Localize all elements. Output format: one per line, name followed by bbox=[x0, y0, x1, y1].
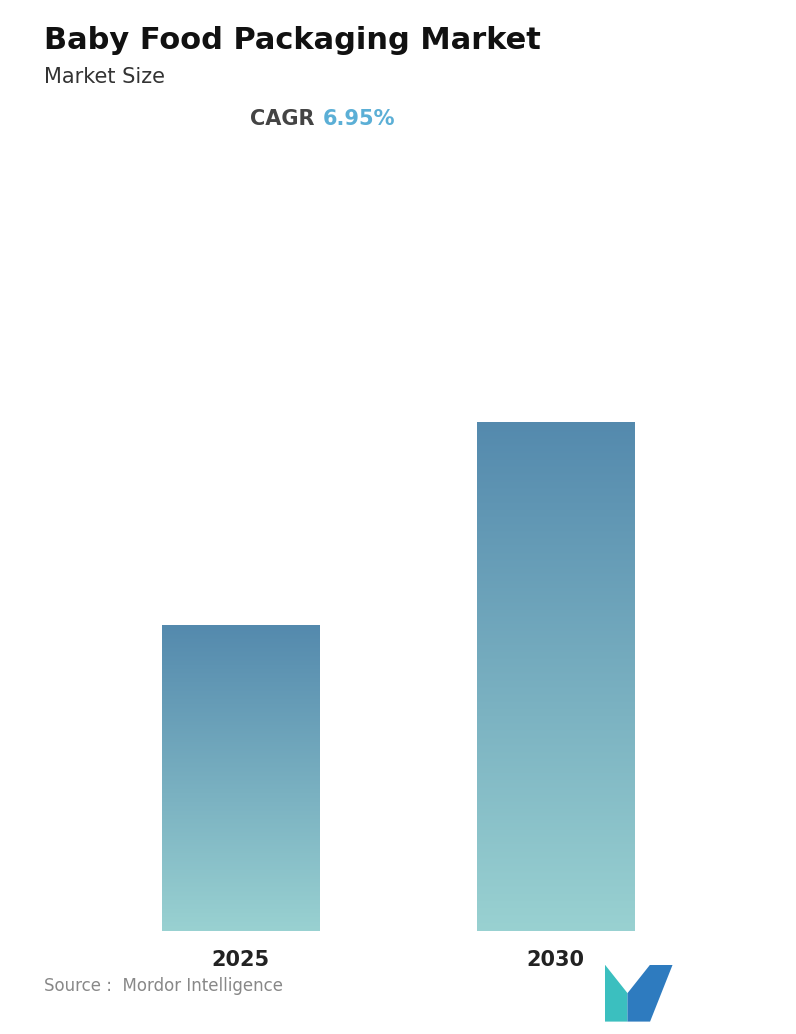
Text: CAGR: CAGR bbox=[250, 109, 314, 128]
Text: Baby Food Packaging Market: Baby Food Packaging Market bbox=[44, 26, 540, 55]
Text: Source :  Mordor Intelligence: Source : Mordor Intelligence bbox=[44, 977, 283, 995]
Polygon shape bbox=[627, 965, 673, 1022]
Text: Market Size: Market Size bbox=[44, 67, 165, 87]
Text: 6.95%: 6.95% bbox=[322, 109, 395, 128]
Polygon shape bbox=[605, 965, 627, 1022]
